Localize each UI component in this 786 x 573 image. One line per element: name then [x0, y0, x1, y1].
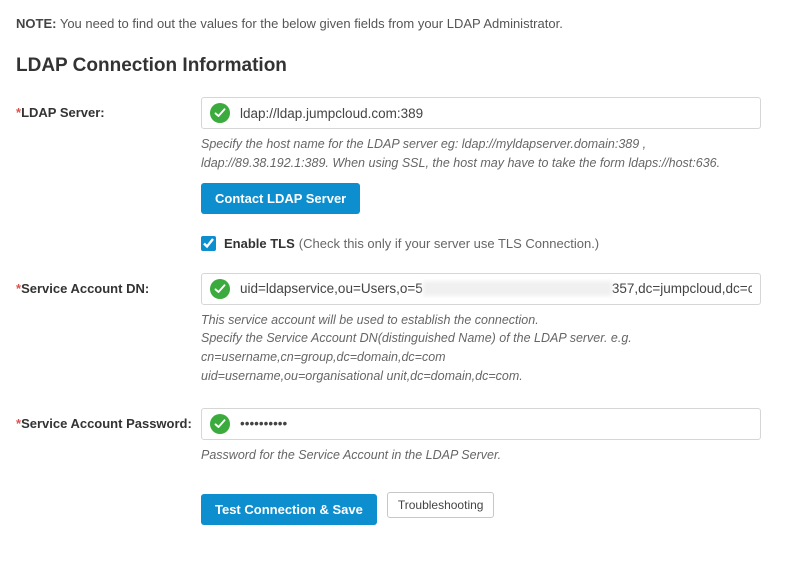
label-ldap-server: *LDAP Server:	[16, 97, 201, 120]
service-account-dn-help: This service account will be used to est…	[201, 311, 761, 386]
service-account-dn-input-wrap[interactable]: uid=ldapservice,ou=Users,o=5XXXXXXXXXXXX…	[201, 273, 761, 305]
check-icon	[210, 103, 230, 123]
row-service-account-password: *Service Account Password: Password for …	[16, 408, 770, 526]
row-ldap-server: *LDAP Server: Specify the host name for …	[16, 97, 770, 251]
service-account-password-help: Password for the Service Account in the …	[201, 446, 761, 465]
service-account-password-input-wrap[interactable]	[201, 408, 761, 440]
check-icon	[210, 414, 230, 434]
row-service-account-dn: *Service Account DN: uid=ldapservice,ou=…	[16, 273, 770, 386]
label-service-account-password: *Service Account Password:	[16, 408, 201, 431]
note-text: You need to find out the values for the …	[60, 16, 563, 31]
section-title: LDAP Connection Information	[16, 55, 770, 77]
service-account-dn-input[interactable]: uid=ldapservice,ou=Users,o=5XXXXXXXXXXXX…	[236, 279, 752, 298]
contact-ldap-server-button[interactable]: Contact LDAP Server	[201, 183, 360, 214]
test-connection-save-button[interactable]: Test Connection & Save	[201, 494, 377, 525]
service-account-password-input[interactable]	[236, 414, 752, 433]
troubleshooting-button[interactable]: Troubleshooting	[387, 492, 495, 518]
enable-tls-label: Enable TLS	[224, 236, 295, 251]
redacted-segment: XXXXXXXXXXXXXXXXXXXXX	[423, 281, 612, 296]
note-label: NOTE:	[16, 16, 56, 31]
ldap-server-help: Specify the host name for the LDAP serve…	[201, 135, 761, 173]
note-line: NOTE: You need to find out the values fo…	[16, 16, 770, 31]
ldap-server-input[interactable]	[236, 104, 752, 123]
ldap-server-input-wrap[interactable]	[201, 97, 761, 129]
check-icon	[210, 279, 230, 299]
enable-tls-checkbox[interactable]	[201, 236, 216, 251]
enable-tls-hint: (Check this only if your server use TLS …	[299, 236, 599, 251]
label-service-account-dn: *Service Account DN:	[16, 273, 201, 296]
